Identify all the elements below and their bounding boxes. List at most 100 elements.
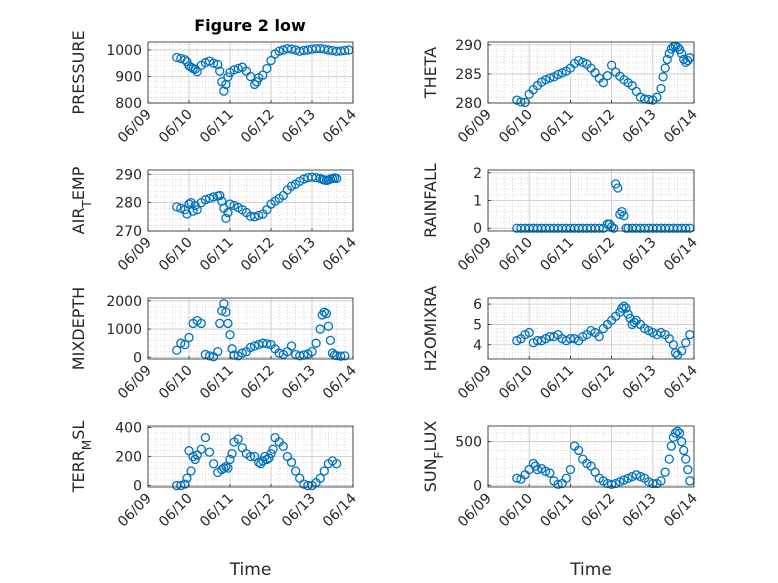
data-point	[611, 478, 621, 489]
data-point	[172, 202, 182, 212]
data-point	[679, 54, 689, 65]
data-point	[213, 59, 223, 70]
x-tick-label: 06/14	[661, 106, 701, 146]
data-point	[204, 351, 215, 361]
x-axis-label: Time	[229, 560, 272, 580]
data-point	[286, 457, 297, 467]
data-point	[200, 195, 211, 205]
y-tick-label: 1000	[106, 322, 142, 338]
data-point	[662, 54, 672, 65]
y-axis-label-part: EMP	[69, 166, 88, 200]
x-tick-label: 06/12	[579, 363, 619, 403]
data-point	[619, 301, 629, 311]
x-tick-label: 06/12	[238, 235, 278, 275]
data-point	[182, 473, 192, 483]
y-axis-label: THETA	[421, 47, 440, 99]
data-point	[340, 351, 350, 361]
data-point	[249, 212, 260, 222]
data-point	[315, 324, 325, 334]
x-tick-label: 06/11	[197, 363, 237, 403]
data-point	[524, 327, 534, 338]
x-tick-label: 06/12	[238, 107, 278, 147]
data-point	[631, 470, 641, 480]
data-point	[208, 192, 219, 202]
data-point	[254, 457, 264, 467]
y-tick-label: 6	[473, 297, 482, 313]
data-point	[331, 459, 342, 469]
data-point	[204, 447, 215, 457]
data-point	[176, 338, 186, 348]
data-point	[184, 199, 194, 209]
data-point	[613, 183, 623, 193]
data-point	[336, 351, 346, 361]
data-point	[190, 454, 200, 465]
x-tick-label: 06/11	[197, 107, 237, 147]
data-point	[237, 348, 247, 358]
data-point	[186, 466, 196, 476]
x-tick-label: 06/13	[620, 107, 660, 147]
data-point	[617, 303, 627, 313]
data-point	[541, 75, 551, 85]
x-tick-label: 06/10	[496, 107, 536, 147]
axes-box	[487, 297, 695, 360]
y-axis-label-part: SL	[69, 421, 88, 440]
data-point	[317, 310, 327, 320]
data-point	[672, 426, 683, 436]
data-point	[621, 303, 631, 313]
y-axis-label: H2OMIXRA	[421, 286, 440, 372]
data-point	[219, 463, 229, 473]
data-point	[676, 437, 687, 447]
data-point	[286, 44, 297, 54]
axes-box	[147, 297, 354, 360]
data-point	[573, 445, 584, 456]
x-tick-label: 06/14	[320, 362, 360, 402]
data-point	[323, 321, 334, 331]
data-point	[268, 444, 278, 454]
data-point	[683, 464, 693, 475]
x-tick-label: 06/10	[496, 491, 536, 531]
y-tick-label: 200	[115, 450, 142, 466]
data-point	[578, 57, 588, 67]
data-point	[286, 341, 297, 351]
x-tick-label: 06/13	[620, 363, 660, 403]
data-markers	[172, 43, 354, 96]
x-tick-label: 06/09	[455, 235, 495, 275]
data-point	[676, 346, 687, 356]
y-tick-label: 1000	[106, 43, 142, 59]
data-point	[557, 68, 567, 78]
data-point	[311, 173, 321, 183]
y-tick-label: 1	[473, 194, 482, 210]
data-point	[176, 203, 186, 213]
y-tick-label: 285	[455, 67, 482, 83]
subplot-7: 0 200 400 06/09 06/10 06/11 06/12 06/13 06/14 TER…	[69, 420, 360, 580]
data-point	[676, 48, 687, 59]
data-point	[670, 428, 681, 438]
data-point	[594, 223, 604, 233]
data-point	[545, 331, 555, 342]
data-point	[172, 52, 182, 63]
x-tick-label: 06/09	[455, 491, 495, 531]
data-markers	[172, 172, 342, 223]
x-tick-label: 06/09	[455, 363, 495, 403]
data-point	[215, 66, 225, 76]
x-tick-label: 06/12	[579, 235, 619, 275]
y-tick-label: 5	[473, 317, 482, 333]
data-markers	[512, 426, 695, 490]
data-point	[606, 479, 617, 490]
data-point	[219, 86, 229, 96]
data-point	[623, 473, 633, 483]
x-axis-label: Time	[569, 560, 612, 580]
data-point	[516, 97, 526, 107]
x-tick-label: 06/10	[156, 363, 196, 403]
x-tick-label: 06/10	[496, 363, 536, 403]
y-axis-label-part: TERR	[69, 450, 88, 493]
data-point	[666, 441, 676, 451]
data-point	[652, 92, 662, 102]
data-point	[681, 454, 691, 464]
x-tick-label: 06/11	[537, 235, 577, 275]
data-point	[565, 464, 576, 475]
y-tick-label: 270	[115, 224, 142, 240]
y-axis-label-part: AIR	[69, 208, 88, 235]
data-point	[681, 338, 691, 348]
y-axis-label-part: M	[80, 440, 94, 450]
